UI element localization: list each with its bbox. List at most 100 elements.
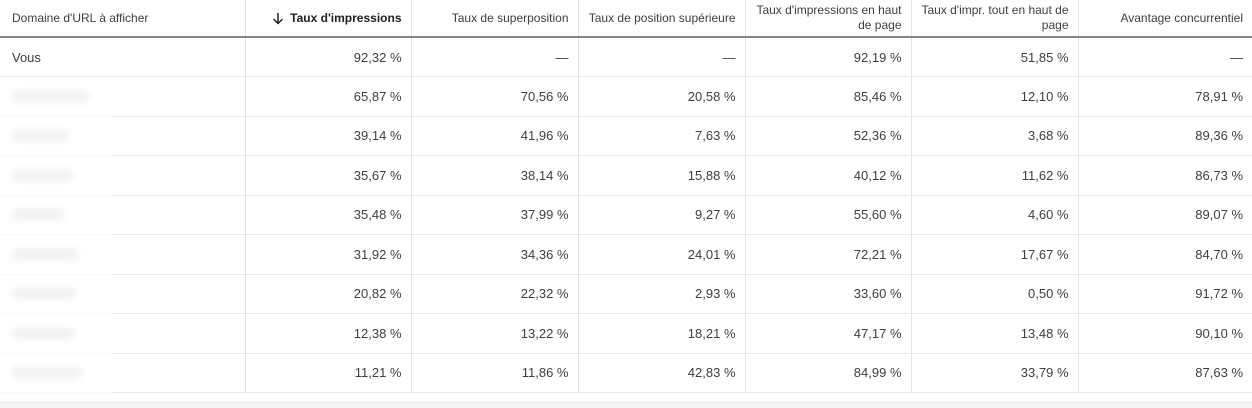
table-header-row: Domaine d'URL à afficher Taux d'impressi… (0, 0, 1252, 37)
domain-cell (0, 195, 245, 235)
table-row: 39,14 % 41,96 % 7,63 % 52,36 % 3,68 % 89,36 % (0, 116, 1252, 156)
metric-cell: 84,99 % (744, 353, 911, 393)
metric-cell: 40,12 % (744, 155, 911, 196)
metric-cell: 11,86 % (410, 353, 578, 393)
redacted-domain (12, 366, 82, 380)
metric-cell: 92,19 % (744, 37, 911, 77)
metric-cell: 33,79 % (910, 353, 1078, 393)
metric-cell: 12,38 % (244, 313, 411, 354)
sort-descending-arrow-icon (272, 12, 284, 25)
metric-cell: 42,83 % (577, 353, 745, 393)
column-header-top-of-page-rate[interactable]: Taux d'impressions en haut de page (744, 0, 911, 37)
metric-cell: 7,63 % (577, 116, 745, 156)
column-header-label: Domaine d'URL à afficher (12, 10, 149, 25)
metric-cell: 55,60 % (744, 195, 911, 235)
metric-cell: 65,87 % (244, 76, 411, 117)
domain-cell (0, 76, 245, 117)
metric-cell: 3,68 % (910, 116, 1078, 156)
metric-cell: 70,56 % (410, 76, 578, 117)
metric-cell: 38,14 % (410, 155, 578, 196)
metric-cell: 92,32 % (244, 37, 411, 77)
metric-cell: 22,32 % (410, 274, 578, 314)
metric-cell: 13,48 % (910, 313, 1078, 354)
column-header-abs-top-of-page-rate[interactable]: Taux d'impr. tout en haut de page (910, 0, 1078, 37)
column-header-label: Taux de position supérieure (588, 10, 736, 25)
table-row: 65,87 % 70,56 % 20,58 % 85,46 % 12,10 % 78,91… (0, 76, 1252, 117)
domain-cell (0, 116, 245, 156)
column-header-label: Taux d'impr. tout en haut de page (921, 3, 1069, 32)
metric-cell: 33,60 % (744, 274, 911, 314)
metric-cell: 91,72 % (1077, 274, 1252, 314)
metric-cell: 11,62 % (910, 155, 1078, 196)
metric-cell: 39,14 % (244, 116, 411, 156)
metric-cell: 12,10 % (910, 76, 1078, 117)
domain-cell (0, 313, 245, 354)
metric-cell: 35,67 % (244, 155, 411, 196)
metric-cell: — (410, 37, 578, 77)
metric-cell: 47,17 % (744, 313, 911, 354)
table-row: 31,92 % 34,36 % 24,01 % 72,21 % 17,67 % 84,70… (0, 234, 1252, 275)
metric-cell: 11,21 % (244, 353, 411, 393)
column-header-label: Taux de superposition (451, 10, 569, 25)
domain-cell (0, 234, 245, 275)
redacted-domain (12, 247, 79, 261)
redacted-domain (12, 129, 69, 143)
domain-cell (0, 155, 245, 196)
metric-cell: 2,93 % (577, 274, 745, 314)
metric-cell: 72,21 % (744, 234, 911, 275)
metric-cell: 89,07 % (1077, 195, 1252, 235)
metric-cell: 34,36 % (410, 234, 578, 275)
metric-cell: 85,46 % (744, 76, 911, 117)
metric-cell: 15,88 % (577, 155, 745, 196)
redacted-domain (12, 89, 90, 103)
metric-cell: 90,10 % (1077, 313, 1252, 354)
metric-cell: 9,27 % (577, 195, 745, 235)
metric-cell: 24,01 % (577, 234, 745, 275)
redacted-domain (12, 287, 76, 301)
metric-cell: 20,58 % (577, 76, 745, 117)
metric-cell: 20,82 % (244, 274, 411, 314)
metric-cell: 0,50 % (910, 274, 1078, 314)
column-header-outranking-share[interactable]: Avantage concurrentiel (1077, 0, 1252, 37)
table-row: 20,82 % 22,32 % 2,93 % 33,60 % 0,50 % 91,72 % (0, 274, 1252, 314)
table-row: 35,67 % 38,14 % 15,88 % 40,12 % 11,62 % 86,73… (0, 155, 1252, 196)
table-footer-strip (0, 402, 1252, 408)
metric-cell: 89,36 % (1077, 116, 1252, 156)
redacted-domain (12, 208, 65, 222)
column-header-label: Taux d'impressions en haut de page (756, 3, 902, 32)
metric-cell: 51,85 % (910, 37, 1078, 77)
table-row: Vous 92,32 % — —92,19 % 51,85 % — (0, 37, 1252, 77)
table-row: 11,21 % 11,86 % 42,83 % 84,99 % 33,79 % 87,63… (0, 353, 1252, 393)
column-header-label: Avantage concurrentiel (1120, 10, 1243, 25)
metric-cell: 31,92 % (244, 234, 411, 275)
metric-cell: 52,36 % (744, 116, 911, 156)
domain-cell (0, 353, 245, 393)
domain-cell (0, 274, 245, 314)
redacted-domain (12, 168, 74, 182)
column-header-overlap-rate[interactable]: Taux de superposition (410, 0, 578, 37)
redacted-domain (12, 326, 74, 340)
column-header-impression-share[interactable]: Taux d'impressions (244, 0, 411, 37)
column-header-domain[interactable]: Domaine d'URL à afficher (0, 0, 245, 37)
table-row: 12,38 % 13,22 % 18,21 % 47,17 % 13,48 % 90,10… (0, 313, 1252, 354)
metric-cell: 86,73 % (1077, 155, 1252, 196)
metric-cell: — (1077, 37, 1252, 77)
table-row: 35,48 % 37,99 % 9,27 % 55,60 % 4,60 % 89,07 % (0, 195, 1252, 235)
metric-cell: 17,67 % (910, 234, 1078, 275)
metric-cell: 18,21 % (577, 313, 745, 354)
metric-cell: 87,63 % (1077, 353, 1252, 393)
metric-cell: 41,96 % (410, 116, 578, 156)
metric-cell: 37,99 % (410, 195, 578, 235)
metric-cell: — (577, 37, 745, 77)
metric-cell: 78,91 % (1077, 76, 1252, 117)
metric-cell: 4,60 % (910, 195, 1078, 235)
column-header-label: Taux d'impressions (290, 10, 402, 25)
domain-cell: Vous (0, 37, 245, 77)
table-body: Vous 92,32 % — —92,19 % 51,85 % —65,87 % 70,56… (0, 37, 1252, 393)
metric-cell: 35,48 % (244, 195, 411, 235)
metric-cell: 13,22 % (410, 313, 578, 354)
auction-insights-table: Domaine d'URL à afficher Taux d'impressi… (0, 0, 1252, 393)
metric-cell: 84,70 % (1077, 234, 1252, 275)
column-header-position-above-rate[interactable]: Taux de position supérieure (577, 0, 745, 37)
